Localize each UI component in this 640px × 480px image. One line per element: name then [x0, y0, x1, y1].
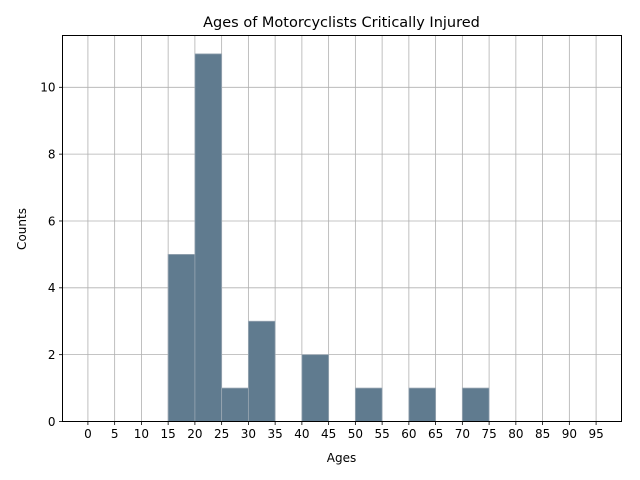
bars — [167, 53, 490, 422]
y-tick-label: 4 — [48, 281, 56, 295]
y-axis-ticks: 0 2 4 6 8 10 — [40, 81, 63, 429]
x-tick-label: 0 — [84, 427, 92, 441]
histogram-bar — [301, 354, 330, 422]
x-axis-ticks: 0 5 10 15 20 25 30 35 40 45 50 55 60 65 70 75 80 85 90 95 — [84, 421, 604, 441]
x-tick-label: 20 — [187, 427, 202, 441]
histogram-bar — [167, 254, 196, 422]
histogram-bar — [461, 387, 490, 422]
x-tick-label: 50 — [348, 427, 363, 441]
histogram-bar — [194, 53, 223, 422]
x-tick-label: 40 — [294, 427, 309, 441]
x-tick-label: 25 — [214, 427, 229, 441]
y-axis-label: Counts — [15, 208, 29, 250]
y-tick-label: 10 — [40, 81, 55, 95]
y-tick-label: 2 — [48, 348, 56, 362]
x-tick-label: 80 — [508, 427, 523, 441]
x-tick-label: 65 — [428, 427, 443, 441]
y-tick-label: 6 — [48, 214, 56, 228]
x-axis-label: Ages — [327, 451, 356, 465]
histogram-bar — [247, 320, 276, 422]
x-tick-label: 90 — [562, 427, 577, 441]
x-tick-label: 35 — [267, 427, 282, 441]
x-tick-label: 95 — [588, 427, 603, 441]
x-tick-label: 60 — [401, 427, 416, 441]
x-tick-label: 70 — [455, 427, 470, 441]
y-tick-label: 0 — [48, 415, 56, 429]
x-tick-label: 55 — [374, 427, 389, 441]
x-tick-label: 85 — [535, 427, 550, 441]
plot-frame — [62, 35, 622, 422]
y-tick-label: 8 — [48, 147, 56, 161]
x-tick-label: 5 — [111, 427, 119, 441]
x-tick-label: 75 — [481, 427, 496, 441]
grid-lines — [62, 35, 622, 422]
chart-title: Ages of Motorcyclists Critically Injured — [203, 15, 480, 31]
x-tick-label: 15 — [161, 427, 176, 441]
x-tick-label: 45 — [321, 427, 336, 441]
histogram-bar — [221, 387, 249, 422]
x-tick-label: 30 — [241, 427, 256, 441]
histogram-bar — [408, 387, 437, 422]
histogram-bar — [354, 387, 383, 422]
x-tick-label: 10 — [134, 427, 149, 441]
